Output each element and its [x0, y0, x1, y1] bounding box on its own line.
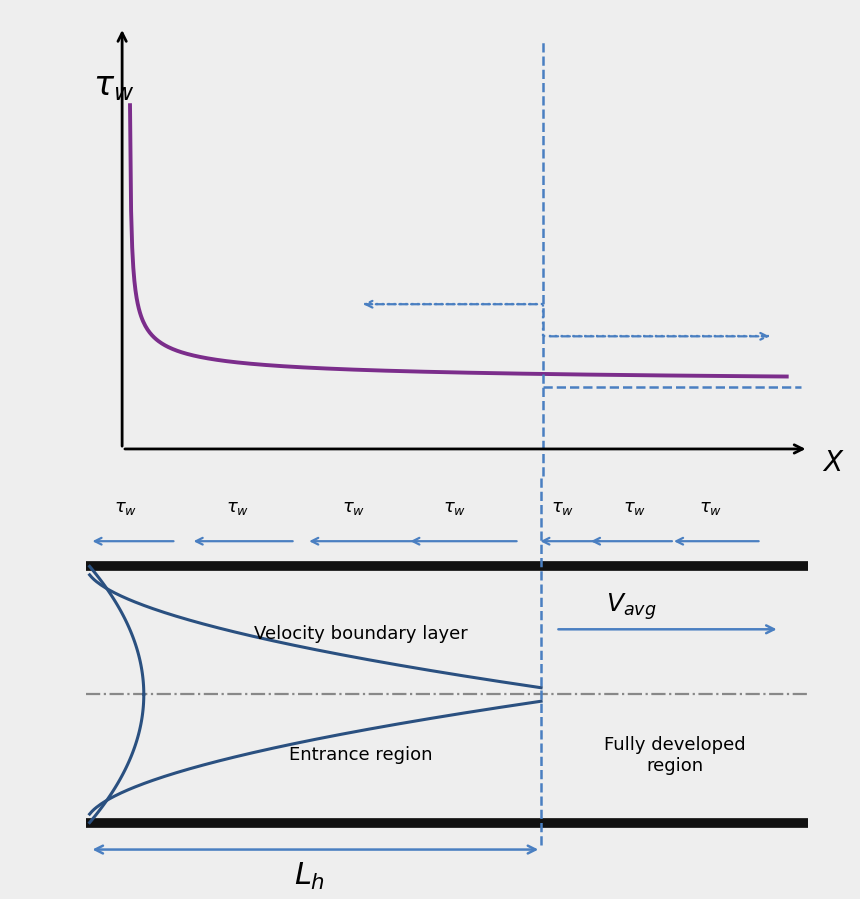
Text: $L_h$: $L_h$ [294, 861, 325, 892]
Text: $\tau_w$: $\tau_w$ [624, 499, 647, 517]
Text: Velocity boundary layer: Velocity boundary layer [254, 625, 467, 643]
Text: X: X [823, 449, 842, 476]
Text: $\tau_w$: $\tau_w$ [93, 70, 134, 103]
Text: $\tau_w$: $\tau_w$ [226, 499, 249, 517]
Text: $\tau_w$: $\tau_w$ [699, 499, 722, 517]
Text: $V_{avg}$: $V_{avg}$ [606, 592, 657, 622]
Text: $\tau_w$: $\tau_w$ [341, 499, 365, 517]
Text: $\tau_w$: $\tau_w$ [551, 499, 574, 517]
Text: Entrance region: Entrance region [289, 746, 433, 764]
Text: Fully developed
region: Fully developed region [604, 735, 746, 775]
Text: $\tau_w$: $\tau_w$ [443, 499, 466, 517]
Text: $\tau_w$: $\tau_w$ [114, 499, 138, 517]
